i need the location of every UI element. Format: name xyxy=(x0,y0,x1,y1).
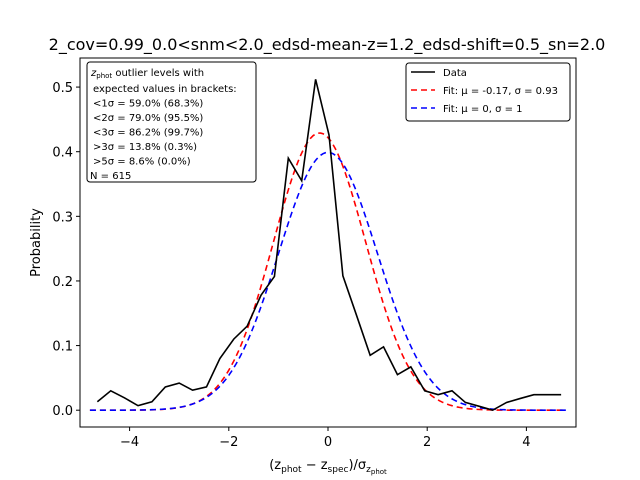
fit-curve-2 xyxy=(89,151,567,412)
y-tick-label: 0.3 xyxy=(52,210,73,225)
stats-box xyxy=(86,61,257,183)
legend-label: Fit: μ = -0.17, σ = 0.93 xyxy=(443,86,558,97)
stats-line: expected values in brackets: xyxy=(93,84,237,95)
data-line xyxy=(96,79,562,412)
y-tick-label: 0.0 xyxy=(52,404,73,419)
stats-line: <2σ = 79.0% (95.5%) xyxy=(93,113,203,124)
legend-label: Fit: μ = 0, σ = 1 xyxy=(443,104,523,115)
y-axis-label: Probability xyxy=(29,208,44,277)
stats-header: zphot outlier levels with xyxy=(90,68,204,80)
stats-line: >3σ = 13.8% (0.3%) xyxy=(93,142,197,153)
x-tick-label: 0 xyxy=(324,435,332,450)
x-tick-label: 2 xyxy=(423,435,431,450)
x-tick-label: −2 xyxy=(219,435,238,450)
x-axis-label: (zphot − zspec)/σzphot xyxy=(269,458,387,476)
x-tick-label: 4 xyxy=(522,435,530,450)
fit-curve-1 xyxy=(89,132,567,412)
x-tick-label: −4 xyxy=(120,435,139,450)
legend-box xyxy=(405,62,571,122)
stats-line: <3σ = 86.2% (99.7%) xyxy=(93,128,203,139)
stats-line: <1σ = 59.0% (68.3%) xyxy=(93,99,203,110)
legend-label: Data xyxy=(443,68,467,79)
y-tick-label: 0.2 xyxy=(52,275,73,290)
chart-title: 2_cov=0.99_0.0<snm<2.0_edsd-mean-z=1.2_e… xyxy=(49,35,606,55)
y-tick-label: 0.1 xyxy=(52,340,73,355)
stats-line: >5σ = 8.6% (0.0%) xyxy=(93,157,191,168)
stats-line: N = 615 xyxy=(90,171,131,182)
y-tick-label: 0.5 xyxy=(52,81,73,96)
y-tick-label: 0.4 xyxy=(52,146,73,161)
